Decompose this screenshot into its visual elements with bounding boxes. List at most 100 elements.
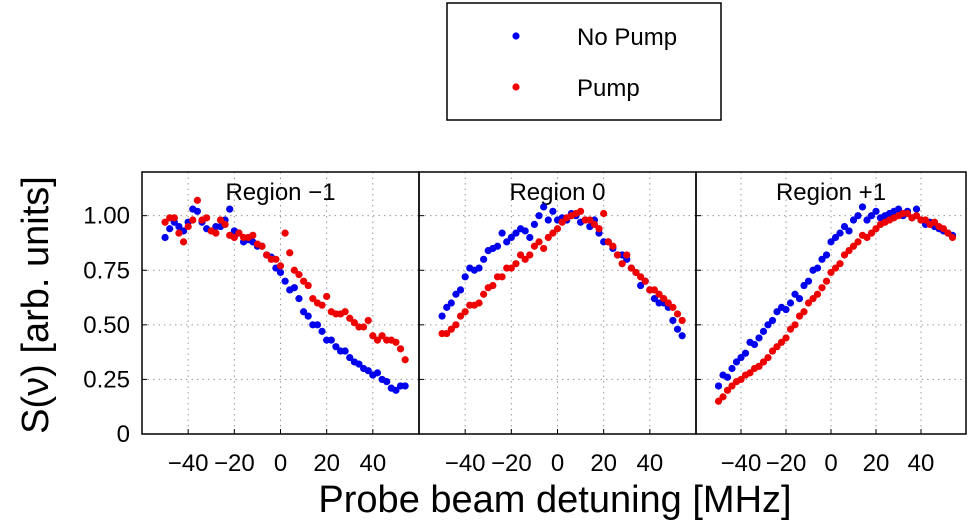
data-point: [313, 321, 322, 329]
x-tick-label: 40: [908, 450, 935, 477]
data-point: [759, 327, 768, 335]
data-point: [804, 277, 813, 285]
data-point: [604, 238, 612, 246]
data-point: [791, 290, 799, 298]
data-point: [768, 316, 777, 325]
data-point: [480, 290, 488, 298]
data-point: [401, 356, 409, 364]
data-point: [840, 251, 849, 259]
data-point: [894, 205, 903, 213]
x-tick-label: −40: [445, 450, 486, 477]
data-point: [845, 247, 853, 255]
panel-2: −40 −20 0 20 40 Region 0: [418, 171, 697, 477]
data-point: [401, 382, 409, 390]
data-point: [318, 301, 326, 309]
data-point: [193, 207, 201, 215]
data-point: [750, 340, 759, 349]
data-point: [637, 273, 645, 281]
data-point: [226, 205, 234, 213]
data-point: [719, 393, 727, 401]
data-point: [813, 290, 822, 298]
data-point: [637, 281, 645, 290]
data-point: [438, 312, 446, 320]
data-point: [503, 238, 511, 246]
x-tick-label: −20: [214, 450, 255, 477]
data-point: [276, 268, 285, 277]
data-point: [203, 214, 211, 222]
data-point: [332, 343, 340, 351]
data-point: [827, 268, 835, 277]
data-point: [299, 277, 308, 285]
legend-label-pump: Pump: [577, 75, 640, 102]
data-point: [530, 220, 539, 228]
data-point: [786, 325, 795, 333]
data-point: [818, 255, 826, 263]
data-point: [863, 233, 871, 242]
data-point: [764, 353, 772, 362]
data-point: [641, 277, 649, 285]
legend-marker-pump: [512, 83, 520, 91]
data-point: [161, 233, 169, 242]
data-point: [396, 345, 405, 353]
data-point: [461, 273, 469, 281]
data-point: [461, 308, 469, 316]
data-point: [276, 262, 285, 270]
data-point: [295, 271, 303, 279]
data-point: [512, 260, 520, 268]
data-point: [286, 249, 294, 257]
data-point: [364, 367, 372, 375]
series-pump: [714, 209, 957, 405]
data-point: [521, 255, 529, 263]
data-point: [369, 332, 377, 340]
data-point: [216, 216, 225, 224]
data-point: [872, 207, 880, 215]
panel-frame: [695, 171, 967, 435]
data-point: [521, 227, 529, 235]
data-point: [212, 229, 220, 237]
data-point: [323, 292, 331, 301]
data-point: [553, 225, 562, 233]
data-point: [166, 225, 174, 233]
data-point: [447, 299, 455, 307]
data-point: [590, 220, 599, 228]
data-point: [304, 281, 312, 290]
data-point: [498, 273, 506, 281]
data-point: [741, 349, 750, 357]
y-tick-label: 0.50: [83, 312, 130, 339]
data-point: [498, 229, 506, 237]
data-point: [903, 209, 912, 218]
series-pump: [161, 196, 409, 364]
data-point: [281, 229, 289, 237]
data-point: [912, 205, 921, 213]
data-point: [452, 290, 460, 298]
data-point: [272, 255, 280, 263]
data-point: [549, 207, 557, 215]
data-point: [782, 334, 790, 342]
data-point: [728, 382, 736, 390]
data-point: [840, 222, 849, 231]
data-point: [175, 229, 183, 237]
panel-title: Region −1: [225, 179, 335, 206]
data-point: [443, 303, 451, 311]
data-point: [475, 299, 483, 307]
data-point: [655, 290, 663, 298]
data-point: [818, 284, 826, 292]
data-point: [650, 295, 659, 303]
data-point: [526, 233, 534, 242]
data-point: [309, 295, 317, 303]
data-point: [673, 325, 682, 333]
data-point: [669, 316, 677, 325]
data-point: [944, 229, 952, 237]
data-point: [800, 308, 808, 316]
data-point: [179, 238, 188, 246]
data-point: [618, 260, 626, 268]
data-point: [346, 314, 354, 322]
data-point: [627, 264, 635, 272]
data-point: [452, 321, 460, 329]
data-point: [507, 233, 515, 242]
data-point: [341, 347, 349, 355]
data-point: [346, 353, 354, 362]
data-point: [827, 238, 835, 246]
series-pump: [438, 207, 686, 338]
data-point: [854, 212, 862, 220]
